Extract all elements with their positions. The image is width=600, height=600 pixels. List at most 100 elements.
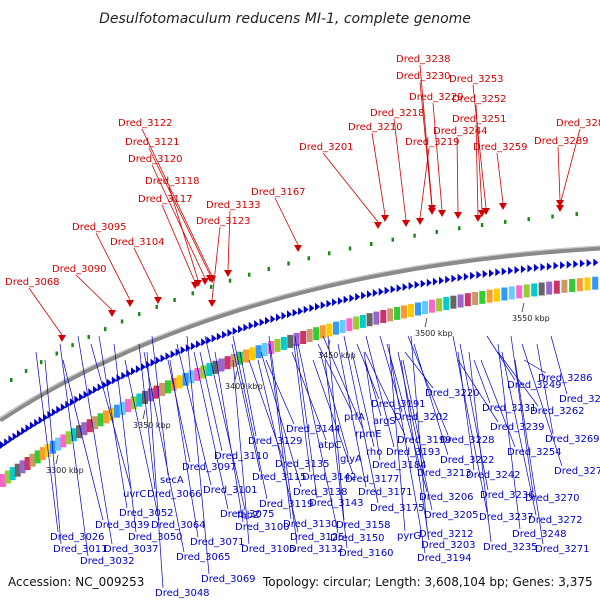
gene-feature [333, 321, 339, 335]
gene-arrow [175, 348, 181, 357]
red-leader-line [161, 204, 196, 283]
gene-feature [486, 289, 493, 303]
gene-arrow [476, 270, 482, 279]
green-marker [155, 304, 158, 309]
gene-arrow [16, 429, 22, 438]
red-gene-label: Dred_3121 [125, 137, 180, 148]
green-marker [348, 246, 352, 251]
gene-feature [0, 474, 6, 487]
gene-feature [464, 293, 471, 307]
red-gene-label: Dred_3090 [52, 264, 107, 275]
gene-feature [300, 331, 307, 344]
green-marker [138, 312, 141, 317]
green-marker [87, 335, 90, 339]
gene-arrow [292, 308, 298, 317]
red-gene-label: Dred_3120 [128, 154, 183, 165]
scale-tick-label: 3450 kbp [318, 351, 356, 360]
map-title: Desulfotomaculum reducens MI-1, complete… [99, 11, 471, 27]
gene-arrow [482, 270, 488, 278]
gene-feature [255, 345, 262, 359]
gene-feature [306, 329, 313, 343]
gene-feature [436, 298, 443, 312]
gene-arrow [196, 340, 201, 349]
blue-leader-line [457, 351, 475, 471]
gene-feature [293, 332, 300, 346]
gene-feature [165, 380, 171, 394]
gene-arrow [116, 374, 122, 383]
gene-arrow [520, 265, 526, 274]
gene-arrow [121, 371, 127, 380]
gene-arrow [573, 260, 579, 269]
green-marker [248, 272, 251, 277]
red-gene-marker [438, 210, 446, 217]
blue-leader-line [363, 351, 381, 461]
blue-gene-label: Dred_3050 [128, 532, 183, 543]
blue-gene-label: Dred_3194 [417, 553, 472, 564]
red-leader-line [133, 247, 159, 298]
blue-gene-label: Dred_3270 [525, 493, 580, 504]
gene-arrow [495, 268, 501, 277]
blue-leader-line [324, 359, 348, 549]
gene-arrow [593, 258, 599, 267]
blue-gene-label: Dred_3066 [147, 489, 202, 500]
red-gene-label: Dred_3167 [251, 187, 306, 198]
blue-gene-label: Dred_3065 [176, 552, 231, 563]
green-marker [71, 343, 74, 348]
red-leader-line [393, 118, 407, 221]
blue-gene-label: Dred_3242 [466, 470, 521, 481]
gene-feature [176, 375, 183, 389]
blue-gene-label: Dred_3135 [275, 459, 330, 470]
blue-leader-line [322, 335, 364, 430]
gene-feature [103, 410, 109, 424]
red-gene-label: Dred_3218 [370, 108, 425, 119]
gene-feature [130, 396, 137, 410]
gene-arrow [349, 294, 355, 303]
gene-arrow [426, 278, 432, 287]
blue-gene-label: Dred_3026 [50, 532, 105, 543]
blue-gene-label: Dred_3100 [235, 522, 290, 533]
blue-gene-label: Dred_3272 [528, 515, 583, 526]
red-gene-label: Dred_3210 [348, 122, 403, 133]
backbone-outer-ring [0, 245, 600, 423]
gene-feature [584, 277, 591, 291]
gene-feature [346, 318, 353, 332]
blue-leader-line [214, 351, 244, 523]
blue-leader-line [480, 359, 516, 448]
blue-leader-line [521, 343, 563, 467]
gene-feature [34, 450, 41, 464]
gene-arrow [378, 287, 384, 296]
gene-arrow [366, 290, 372, 299]
green-marker [480, 223, 484, 227]
gene-arrow [586, 259, 592, 267]
gene-feature [125, 399, 132, 413]
gene-feature [339, 320, 346, 333]
blue-gene-label: Dred_3160 [339, 548, 394, 559]
gene-arrow [254, 320, 260, 329]
red-gene-label: Dred_3238 [396, 54, 451, 65]
green-marker [458, 226, 461, 231]
blue-leader-line [457, 359, 499, 423]
red-gene-marker [556, 205, 564, 212]
gene-feature [39, 447, 46, 461]
blue-gene-label: Dred_3205 [424, 510, 479, 521]
green-marker [307, 256, 310, 261]
gene-feature [523, 284, 530, 298]
red-leader-line [557, 146, 561, 201]
red-gene-label: Dred_3253 [449, 74, 504, 85]
blue-gene-label: prfA [344, 412, 365, 423]
gene-feature [394, 306, 401, 320]
gene-feature [24, 457, 31, 470]
gene-feature [366, 313, 373, 327]
blue-gene-label: rpmE [355, 429, 382, 440]
gene-arrow [155, 356, 161, 365]
gene-arrow [326, 299, 332, 308]
gene-feature [274, 338, 281, 352]
gene-arrow [489, 269, 494, 278]
gene-feature [81, 422, 88, 436]
gene-arrow [408, 281, 414, 290]
gene-arrow [320, 301, 326, 310]
green-marker [575, 212, 578, 217]
red-gene-label: Dred_3117 [138, 194, 193, 205]
blue-leader-line [523, 359, 547, 374]
gene-feature [353, 316, 360, 330]
